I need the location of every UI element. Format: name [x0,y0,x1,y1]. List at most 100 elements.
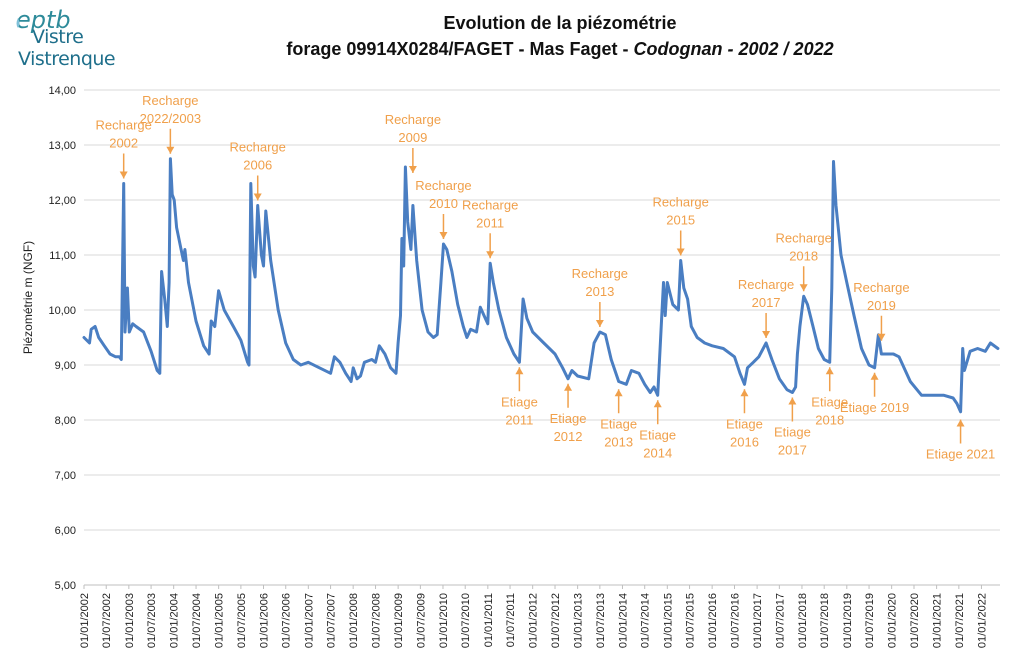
annotation-label: 2018 [815,412,844,427]
x-tick-label: 01/01/2013 [573,593,585,648]
x-tick-label: 01/07/2010 [460,593,472,648]
title-line-2: forage 09914X0284/FAGET - Mas Faget - Co… [150,36,970,62]
x-tick-label: 01/01/2005 [214,593,226,648]
annotation-label: 2015 [666,213,695,228]
annotation-label: Recharge [775,230,831,245]
axes: 5,00 6,00 7,00 8,00 9,00 10,00 11,00 12,00 13,00… [21,85,1000,648]
annotation-label: 2011 [505,412,533,427]
y-tick-label: 10,00 [48,305,76,317]
y-tick-label: 14,00 [48,85,76,97]
x-tick-label: 01/07/2004 [191,593,203,648]
annotation-label: 2013 [585,284,614,299]
annotation-label: Recharge [95,118,151,133]
x-tick-label: 01/01/2007 [303,593,315,648]
annotation-label: Recharge [738,277,794,292]
y-tick-label: 8,00 [55,415,76,427]
arrow-head-icon [119,171,128,179]
annotation-label: Etiage [726,416,763,431]
annotation: Etiage 2014 [639,400,676,460]
arrow-head-icon [614,389,623,397]
arrow-head-icon [439,232,448,239]
annotation-label: Recharge [142,93,198,108]
annotation: Etiage 2017 [774,397,811,458]
annotation-label: Recharge [853,280,909,295]
x-tick-label: 01/07/2018 [819,593,831,648]
x-tick-label: 01/01/2003 [124,593,136,648]
annotation-label: 2009 [398,130,427,145]
annotation-label: 2016 [730,434,759,449]
annotation-label: 2018 [789,248,818,263]
annotation: Etiage 2018 [811,367,848,427]
x-tick-label: 01/01/2020 [887,593,899,648]
annotation-label: Etiage 2021 [926,447,995,462]
arrow-head-icon [762,331,771,338]
arrow-head-icon [595,320,604,327]
x-tick-label: 01/07/2020 [909,593,921,648]
annotation-label: 2011 [476,215,504,230]
title-line-1: Evolution de la piézométrie [443,13,677,33]
y-tick-label: 5,00 [55,580,76,592]
x-tick-label: 01/01/2018 [797,593,809,648]
title-line-2-italic: Codognan - 2002 / 2022 [633,39,834,59]
annotation-label: Etiage [550,411,587,426]
y-tick-label: 12,00 [48,195,76,207]
x-tick-label: 01/01/2014 [617,593,629,648]
series [82,157,1000,414]
logo: eptb Vistre Vistrenque [8,4,138,74]
arrow-head-icon [877,333,886,341]
x-tick-label: 01/07/2013 [595,593,607,648]
x-tick-label: 01/07/2008 [371,593,383,648]
annotation: Recharge 2010 [415,178,472,239]
arrow-head-icon [956,419,965,427]
annotation: Recharge 2002 [95,118,152,179]
arrow-head-icon [799,284,808,292]
logo-text-line2: Vistrenque [18,48,116,70]
x-tick-label: 01/07/2006 [281,593,293,648]
arrow-head-icon [564,383,573,391]
y-tick-label: 6,00 [55,525,76,537]
x-tick-label: 01/01/2022 [976,593,988,648]
annotation-label: Recharge [385,112,441,127]
annotation-label: Etiage [501,394,538,409]
y-tick-label: 11,00 [49,250,76,262]
grid-lines [84,89,1000,586]
arrow-head-icon [740,389,749,397]
annotation-label: 2010 [429,196,458,211]
x-tick-label: 01/07/2014 [640,593,652,648]
x-tick-label: 01/01/2009 [393,593,405,648]
x-tick-label: 01/01/2012 [528,593,540,648]
annotation: Recharge 2018 [775,230,832,292]
arrow-head-icon [788,397,797,405]
annotation: Etiage 2019 [840,372,909,415]
logo-mark-text: eptb [16,6,71,34]
annotation-label: 2019 [867,298,896,313]
annotation-label: Recharge [572,266,628,281]
annotation: Etiage 2012 [550,383,587,444]
logo-text-line1: Vistre [32,26,84,48]
x-tick-label: 01/07/2016 [730,593,742,648]
x-tick-label: 01/07/2017 [774,593,786,648]
x-tick-label: 01/01/2021 [932,593,944,648]
x-tick-label: 01/07/2007 [326,593,338,648]
annotation: Recharge 2015 [653,195,709,256]
x-tick-label: 01/07/2009 [415,593,427,648]
x-tick-label: 01/01/2010 [438,593,450,648]
annotation: Etiage 2016 [726,389,763,449]
annotation: Recharge 2019 [853,280,910,341]
arrow-head-icon [515,367,524,375]
y-axis-title: Piézométrie m (NGF) [21,241,35,354]
series-line [82,157,1000,414]
annotation: Etiage 2013 [600,389,637,449]
annotation-label: Recharge [230,140,286,155]
annotation-label: 2013 [604,434,633,449]
annotation-label: Recharge [415,178,471,193]
y-tick-label: 13,00 [48,140,76,152]
x-tick-label: 01/01/2019 [842,593,854,648]
arrow-head-icon [486,251,495,259]
y-tick-label: 7,00 [55,470,76,482]
arrow-head-icon [825,367,834,375]
arrow-head-icon [253,193,262,201]
annotation-label: Etiage [774,425,811,440]
annotation: Etiage 2011 [501,367,538,427]
